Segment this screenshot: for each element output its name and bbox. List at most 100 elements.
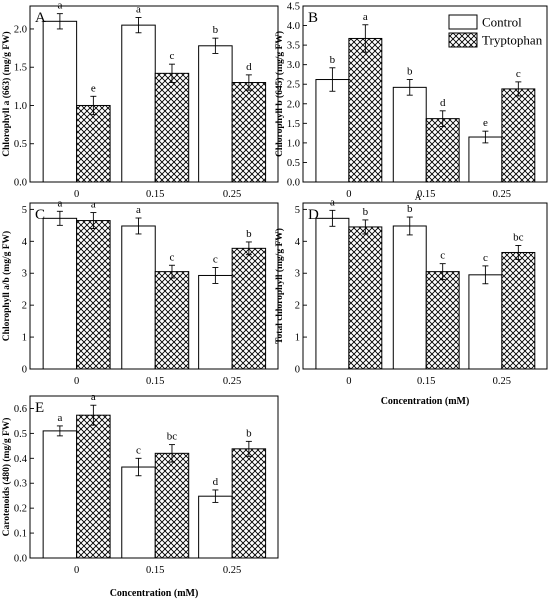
y-tick-label: 1 [295,333,300,344]
significance-letter: d [213,476,219,488]
bar-control-0.15 [121,225,156,370]
bar-tryptophan-0.15 [154,452,190,559]
x-tick-label: 0 [74,376,79,387]
significance-letter: a [91,199,96,211]
significance-letter: c [170,251,175,263]
legend-label-control: Control [482,15,522,30]
significance-letter: b [246,228,252,240]
y-tick-label: 0.2 [14,504,27,515]
x-tick-label: 0.25 [223,376,241,387]
y-tick-label: 1.0 [287,138,300,149]
significance-letter: d [440,97,446,109]
y-tick-label: 4.0 [287,21,300,32]
bar-control-0.25 [468,274,503,370]
y-axis-label: Chlorophyll b (645) (mg/g FW) [274,31,285,157]
bar-control-0.25 [198,45,233,183]
annotation-label: A [415,192,422,202]
y-tick-label: 3.5 [287,41,300,52]
significance-letter: a [330,196,335,208]
significance-letter: bc [167,431,178,443]
significance-letter: b [246,427,252,439]
y-tick-label: 0.0 [14,178,27,189]
y-tick-label: 0.3 [14,479,27,490]
y-tick-label: 2 [295,301,300,312]
y-tick-label: 0.6 [14,404,27,415]
bar-control-0.15 [121,466,156,559]
panel-letter: E [35,400,44,416]
y-tick-label: 2.0 [287,99,300,110]
significance-letter: b [363,206,369,218]
y-tick-label: 2.0 [14,24,27,35]
y-tick-label: 5 [295,205,300,216]
bar-tryptophan-0.25 [231,82,267,183]
significance-letter: b [330,54,336,66]
y-tick-label: 2.5 [287,80,300,91]
x-tick-label: 0 [74,565,79,576]
y-tick-label: 3 [295,269,300,280]
significance-letter: c [136,444,141,456]
significance-letter: b [407,203,413,215]
panel-letter: C [35,207,45,223]
significance-letter: c [170,50,175,62]
x-tick-label: 0.15 [146,189,164,200]
y-tick-label: 1.0 [14,101,27,112]
bar-control-0 [42,217,78,370]
y-tick-label: 0.0 [14,554,27,565]
bar-tryptophan-0.25 [501,251,536,370]
bar-control-0.15 [392,225,427,370]
panel-letter: A [35,10,46,26]
x-tick-label: 0.25 [493,376,511,387]
y-tick-label: 5 [22,205,27,216]
x-tick-label: 0 [74,189,79,200]
significance-letter: c [440,250,445,262]
bar-tryptophan-0 [348,226,383,370]
significance-letter: a [91,391,96,403]
x-tick-label: 0 [346,376,351,387]
y-tick-label: 4 [295,237,301,248]
y-axis-label: Carotenoids (480) (mg/g FW) [1,418,12,537]
bar-control-0.25 [468,136,503,183]
y-tick-label: 1 [22,333,27,344]
plot-frame [29,395,279,559]
panel-letter: B [308,10,318,26]
bar-tryptophan-0 [76,220,111,370]
significance-letter: a [136,3,141,15]
y-tick-label: 3 [22,269,27,280]
bar-control-0.25 [198,495,233,559]
y-tick-label: 4 [22,237,28,248]
plot-frame [29,202,279,370]
significance-letter: a [57,412,62,424]
bar-control-0 [42,20,78,183]
y-tick-label: 0 [295,365,300,376]
significance-letter: b [407,66,413,78]
bar-tryptophan-0 [348,37,383,183]
bar-control-0.25 [198,274,233,370]
x-axis-label: Concentration (mM) [381,396,470,407]
x-tick-label: 0.25 [223,189,241,200]
y-axis-label: Total chlorophyll (mg/g FW) [274,228,285,344]
panel-letter: D [308,207,319,223]
plot-frame [302,202,548,370]
x-tick-label: 0 [346,189,351,200]
bar-tryptophan-0.15 [425,271,460,370]
bar-control-0 [315,217,350,370]
x-tick-label: 0.25 [223,565,241,576]
significance-letter: d [246,61,252,73]
bar-tryptophan-0 [76,414,111,559]
significance-letter: c [213,253,218,265]
bar-control-0.15 [121,24,156,183]
significance-letter: e [483,117,488,129]
significance-letter: c [516,68,521,80]
y-axis-label: Chlorophyll a (663) (mg/g FW) [1,31,12,156]
panel-b: b a 0 b d 0.15 e c 0.25 0.0 0.5 1.0 1.5 2.0 2.5 3.0 3.5 4… [274,2,548,200]
panel-e: a a 0 c bc 0.15 d b 0.25 0.0 0.1 0.2 0.3 0.4 0.5 0.6 E Ca… [1,391,279,599]
y-tick-label: 2 [22,301,27,312]
x-tick-label: 0.25 [493,189,511,200]
y-tick-label: 0.5 [287,158,300,169]
bar-tryptophan-0.15 [154,72,190,183]
legend-label-tryptophan: Tryptophan [482,33,543,48]
panel-a: ae0ac0.15bd0.250.00.51.01.52.0AChlorophy… [1,0,279,200]
